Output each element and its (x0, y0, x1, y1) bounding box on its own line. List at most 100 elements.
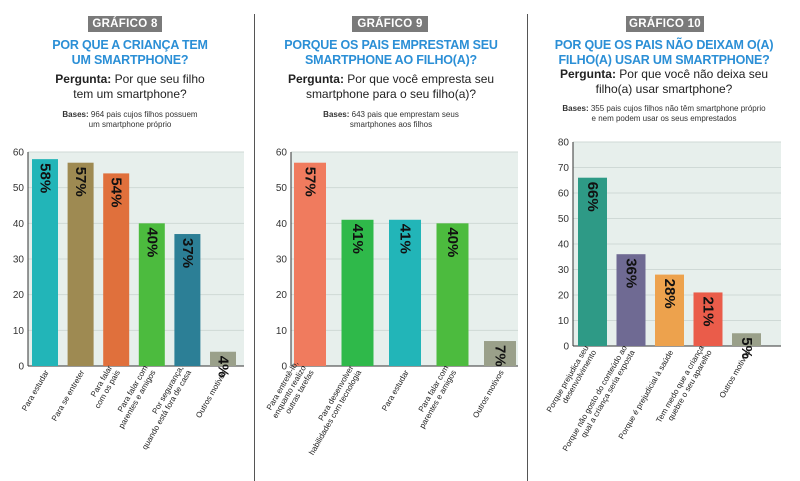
bases-text: 964 pais cujos filhos possuem (88, 110, 198, 119)
chart-question: Pergunta: Por que seu filho tem um smart… (20, 72, 240, 102)
data-label: 7% (492, 345, 509, 367)
y-tick-label: 30 (13, 255, 25, 266)
category-label: Para falarcom os pais (85, 364, 122, 410)
bar (103, 173, 130, 366)
data-label: 66% (584, 182, 601, 212)
bar (616, 254, 646, 346)
bases-text: 355 pais cujos filhos não têm smartphone… (588, 104, 766, 113)
data-label: 41% (397, 224, 414, 254)
data-label: 54% (108, 177, 125, 207)
bar (32, 159, 58, 366)
chart-2: 0 10 20 30 40 50 60 57% Para entretê-lo,enquanto… (263, 148, 518, 457)
chart-title-line: FILHO(A) USAR UM SMARTPHONE? (558, 53, 770, 67)
chart-panel-10: GRÁFICO 10 POR QUE OS PAIS NÃO DEIXAM O(… (528, 0, 800, 481)
y-tick-label: 70 (558, 163, 570, 174)
bar (294, 162, 326, 366)
chart-badge: GRÁFICO 10 (626, 16, 704, 32)
y-tick-label: 80 (558, 138, 570, 149)
question-label: Pergunta: (559, 67, 616, 81)
y-tick-label: 30 (558, 265, 570, 276)
chart-title-line: PORQUE OS PAIS EMPRESTAM SEU (284, 38, 498, 52)
chart-title: POR QUE OS PAIS NÃO DEIXAM O(A) FILHO(A)… (534, 38, 794, 68)
bar (732, 333, 761, 346)
chart-1: 0 10 20 30 40 50 60 58% Para estudar 57% Para se e… (13, 148, 244, 451)
question-text: filho(a) usar smartphone? (595, 82, 733, 96)
y-tick-label: 0 (281, 362, 287, 373)
divider-left (254, 14, 255, 481)
y-tick-label: 20 (13, 290, 25, 301)
bar (578, 177, 607, 346)
bar (138, 223, 165, 366)
y-tick-label: 60 (558, 189, 570, 200)
category-label: Outros motivos (718, 349, 753, 400)
chart-bases: Bases: 643 pais que emprestam seus smart… (265, 110, 517, 130)
chart-title-line: SMARTPHONE AO FILHO(A)? (304, 53, 477, 67)
chart-title-line: UM SMARTPHONE? (71, 53, 189, 67)
bases-label: Bases: (562, 104, 589, 113)
chart-badge: GRÁFICO 8 (88, 16, 162, 32)
bar (655, 274, 684, 346)
data-label: 57% (302, 167, 319, 197)
bar (484, 341, 516, 366)
bar (693, 292, 723, 346)
divider-right (527, 14, 528, 481)
question-label: Pergunta: (287, 72, 344, 86)
y-tick-label: 60 (13, 148, 25, 159)
question-text: smartphone para o seu filho(a)? (305, 87, 477, 101)
y-tick-label: 20 (558, 291, 570, 302)
data-label: 28% (661, 279, 678, 309)
y-tick-label: 40 (13, 219, 25, 230)
y-tick-label: 0 (18, 362, 24, 373)
bar (436, 223, 469, 366)
y-tick-label: 50 (276, 183, 288, 194)
data-label: 57% (72, 167, 89, 197)
category-label: Para se entreter (50, 368, 87, 422)
data-label: 4% (215, 356, 232, 378)
question-label: Pergunta: (55, 72, 112, 86)
data-label: 40% (143, 227, 160, 257)
y-tick-label: 40 (276, 219, 288, 230)
category-label-line: Para se entreter (50, 368, 87, 422)
bar (174, 234, 201, 366)
question-text: Por que você não deixa seu (615, 67, 769, 81)
y-tick-label: 10 (13, 326, 25, 337)
data-label: 5% (738, 337, 755, 359)
chart-question: Pergunta: Por que você não deixa seu fil… (538, 67, 790, 97)
y-tick-label: 30 (276, 255, 288, 266)
y-tick-label: 50 (13, 183, 25, 194)
bases-label: Bases: (62, 110, 89, 119)
bases-text: 643 pais que emprestam seus (349, 110, 459, 119)
bases-text: um smartphone próprio (88, 120, 172, 129)
data-label: 21% (700, 296, 717, 326)
category-label-line: Outros motivos (718, 349, 753, 400)
category-label-line: Outros motivos (194, 369, 229, 420)
data-label: 40% (444, 227, 461, 257)
category-label-line: Para estudar (20, 368, 51, 412)
bases-text: smartphones aos filhos (349, 120, 433, 129)
bar (341, 219, 374, 366)
y-tick-label: 50 (558, 214, 570, 225)
chart-badge: GRÁFICO 9 (352, 16, 428, 32)
chart-panel-9: GRÁFICO 9 PORQUE OS PAIS EMPRESTAM SEU S… (255, 0, 527, 481)
bar (67, 162, 94, 366)
bar (389, 219, 421, 366)
category-label-line: Tem medo que a criança (654, 344, 706, 425)
y-tick-label: 60 (276, 148, 288, 159)
question-text: tem um smartphone? (73, 87, 187, 101)
bases-label: Bases: (323, 110, 350, 119)
data-label: 36% (623, 258, 640, 288)
category-label: Outros motivos (471, 369, 506, 420)
y-tick-label: 40 (558, 240, 570, 251)
y-tick-label: 0 (563, 342, 569, 353)
question-text: Por que seu filho (111, 72, 205, 86)
category-label-line: Para estudar (380, 368, 411, 412)
chart-title: PORQUE OS PAIS EMPRESTAM SEU SMARTPHONE … (265, 38, 517, 68)
category-label: Para falar comparentes e amigos (410, 364, 459, 430)
category-label: Para estudar (20, 368, 51, 412)
data-label: 41% (349, 224, 366, 254)
category-label: Para entretê-lo,enquanto realizooutras t… (263, 359, 316, 424)
chart-bases: Bases: 355 pais cujos filhos não têm sma… (534, 104, 794, 124)
category-label-line: Outros motivos (471, 369, 506, 420)
chart-title: POR QUE A CRIANÇA TEM UM SMARTPHONE? (20, 38, 240, 68)
